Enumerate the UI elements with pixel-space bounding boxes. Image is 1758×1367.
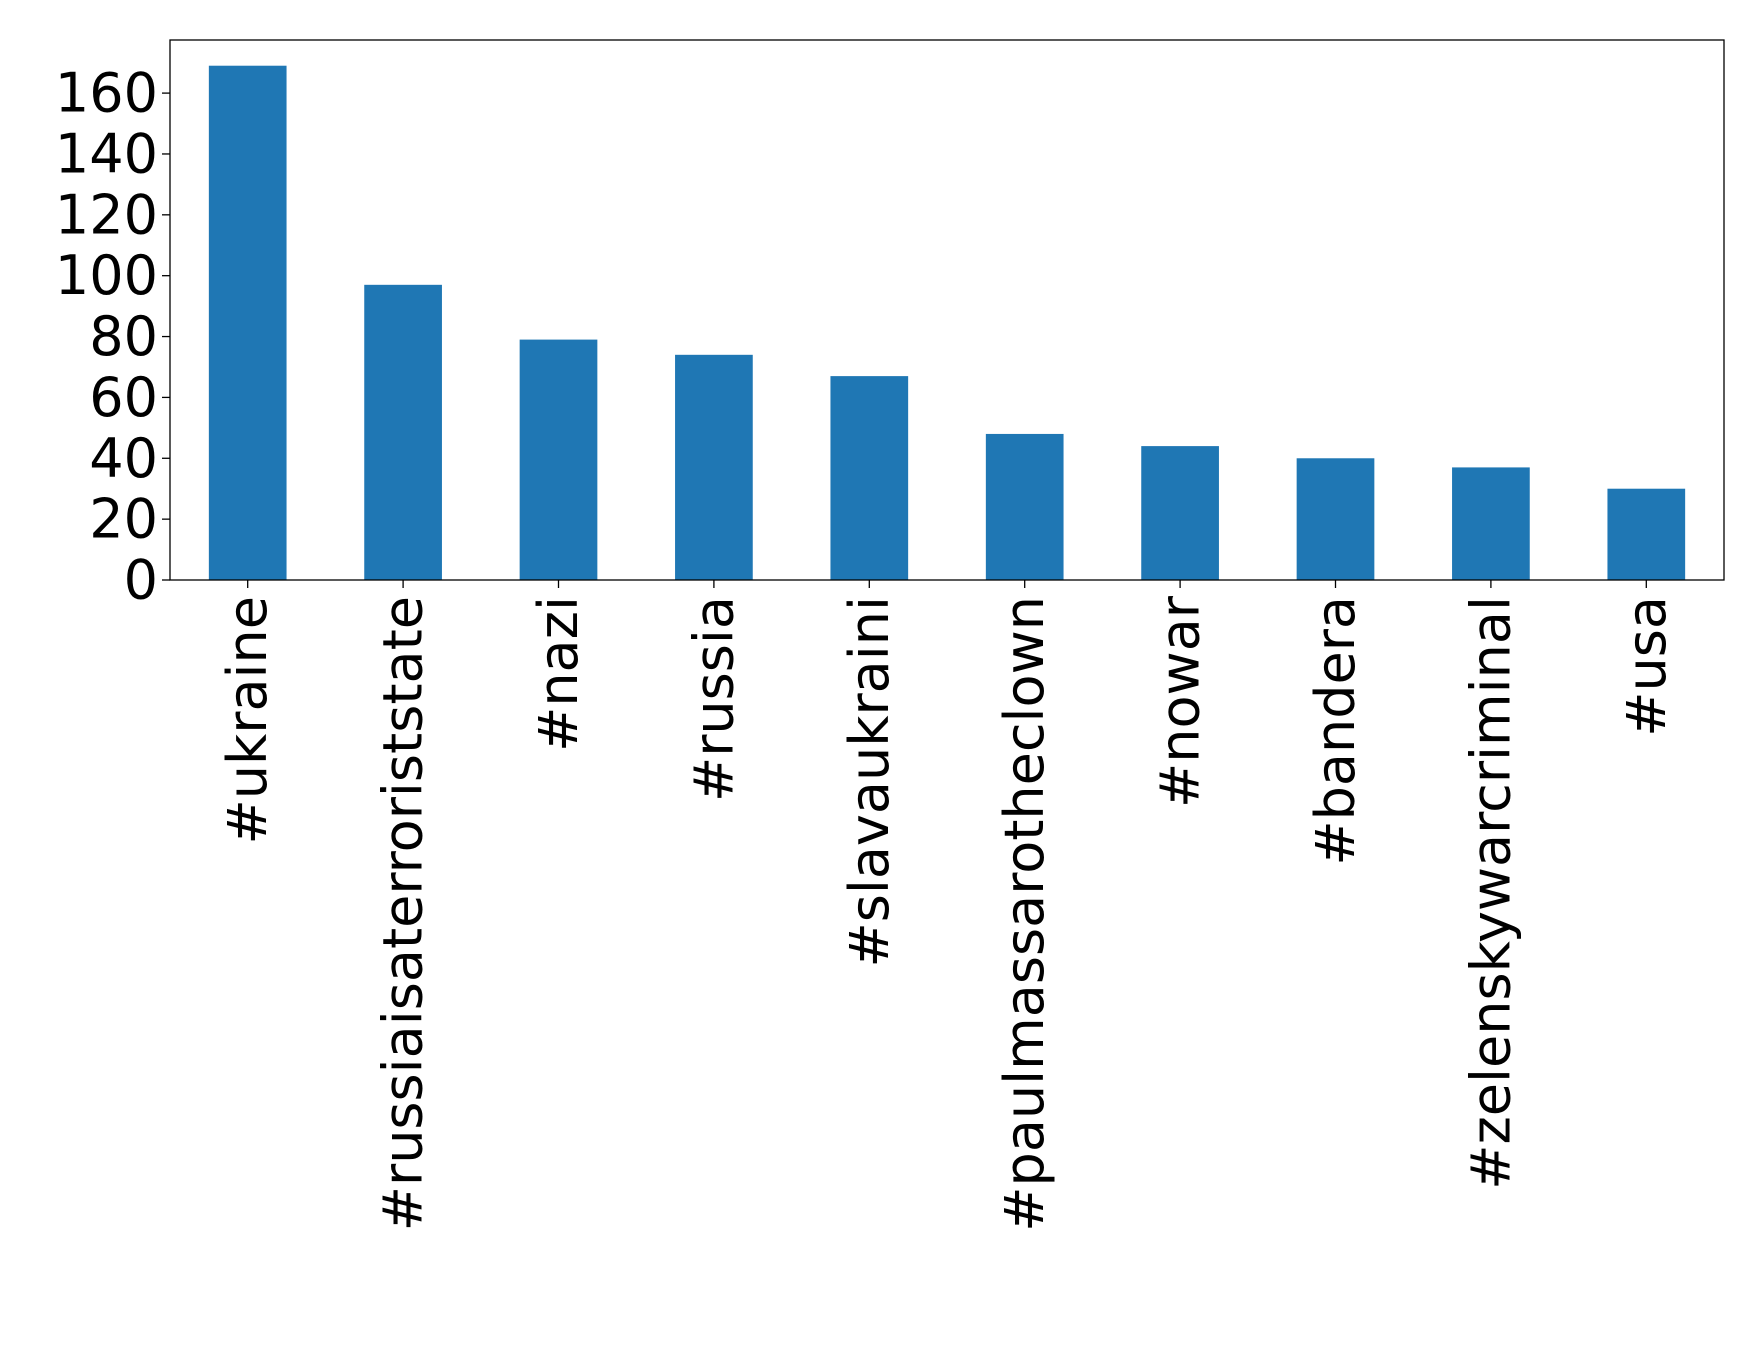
y-tick-label: 160 xyxy=(55,62,158,125)
x-tick-label: #slavaukraini xyxy=(838,596,901,968)
x-tick-label: #zelenskywarcriminal xyxy=(1459,596,1522,1190)
y-tick-label: 40 xyxy=(89,427,158,490)
bar-russia xyxy=(675,354,753,580)
x-tick-label: #russiaisaterroriststate xyxy=(372,596,435,1231)
y-tick-label: 60 xyxy=(89,366,158,429)
bar-usa xyxy=(1607,488,1686,580)
x-tick-label: #russia xyxy=(682,596,745,802)
bar-nazi xyxy=(519,339,598,580)
y-tick-label: 0 xyxy=(124,549,158,612)
x-tick-label: #bandera xyxy=(1304,596,1367,866)
bar-slavaukraini xyxy=(830,376,909,580)
x-axis: #ukraine #russiaisaterroriststate #nazi #ru… xyxy=(216,580,1678,1232)
x-tick-label: #paulmassarotheclown xyxy=(993,596,1056,1232)
x-tick-label: #usa xyxy=(1615,596,1678,737)
y-tick-label: 100 xyxy=(55,244,158,307)
x-tick-label: #nazi xyxy=(527,596,590,752)
bar-ukraine xyxy=(208,65,287,580)
bar-zelenskywarcriminal xyxy=(1452,467,1530,580)
y-tick-label: 140 xyxy=(55,122,158,185)
y-tick-label: 120 xyxy=(55,183,158,246)
x-tick-label: #ukraine xyxy=(216,596,279,844)
y-tick-label: 80 xyxy=(89,305,158,368)
bars xyxy=(208,65,1686,580)
bar-russiaisaterroriststate xyxy=(364,284,442,580)
x-tick-label: #nowar xyxy=(1149,595,1212,808)
plot-area-frame xyxy=(169,39,1725,581)
bar-bandera xyxy=(1296,458,1375,580)
y-tick-label: 20 xyxy=(89,488,158,551)
bar-nowar xyxy=(1141,446,1219,580)
bar-paulmassarotheclown xyxy=(985,433,1064,580)
